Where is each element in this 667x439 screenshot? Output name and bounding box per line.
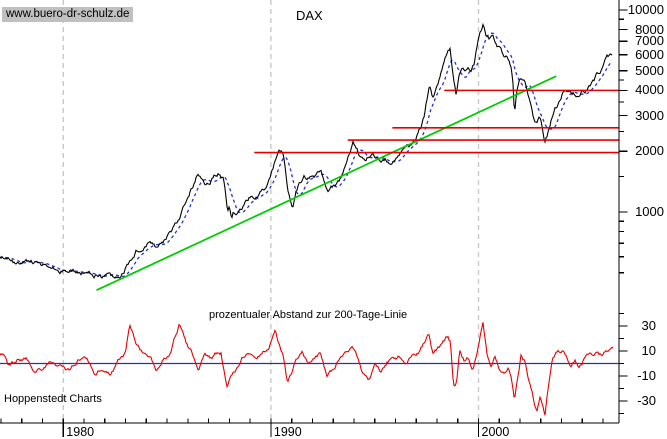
chart-title: DAX [296,8,323,23]
watermark: www.buero-dr-schulz.de [2,7,134,22]
oscillator-line [0,322,614,416]
trend-line [96,75,557,292]
chart-source: Hoppenstedt Charts [4,393,102,405]
ma-200-line [0,32,613,278]
indicator-label: prozentualer Abstand zur 200-Tage-Linie [209,309,408,321]
price-line [0,22,613,279]
